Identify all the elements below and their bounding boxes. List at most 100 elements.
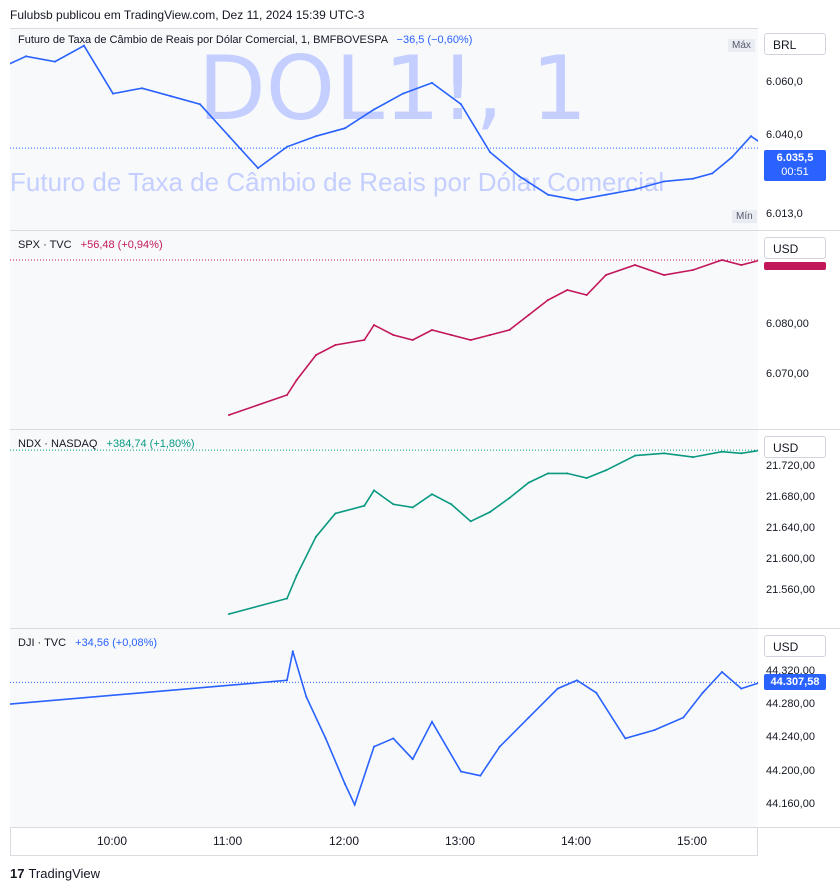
data-point — [547, 299, 549, 301]
data-point — [411, 339, 414, 341]
axis-dji[interactable]: 44.320,00 44.280,00 44.240,00 44.200,00 44.1… — [758, 629, 840, 827]
axis-spx[interactable]: 6.080,00 6.070,00 — [758, 231, 840, 429]
pane-background — [10, 29, 758, 230]
data-point — [228, 135, 230, 138]
ndx-chart-svg — [10, 449, 758, 615]
pane-separator[interactable] — [10, 429, 840, 430]
legend-change: +34,56 (+0,08%) — [75, 637, 158, 649]
data-point — [527, 716, 530, 719]
data-point — [353, 803, 356, 806]
data-point — [295, 379, 298, 381]
data-point — [518, 175, 520, 178]
data-point — [508, 329, 511, 331]
data-point — [315, 535, 317, 538]
data-point — [624, 737, 627, 740]
data-point — [711, 172, 714, 175]
data-point — [682, 716, 685, 719]
data-point — [547, 193, 549, 196]
time-tick-label: 13:00 — [445, 834, 476, 848]
data-point — [701, 691, 704, 694]
legend-change: +56,48 (+0,94%) — [80, 239, 163, 251]
bar-countdown: 00:51 — [781, 166, 809, 178]
data-point — [411, 758, 414, 761]
data-point — [411, 506, 414, 509]
data-point — [479, 774, 482, 777]
legend-change: −36,5 (−0,60%) — [396, 34, 473, 46]
price-tick-label: 21.600,00 — [766, 552, 815, 565]
legend-change: +384,74 (+1,80%) — [106, 438, 195, 450]
data-point — [692, 177, 694, 180]
data-point — [228, 613, 230, 615]
data-point — [663, 452, 665, 455]
data-point — [498, 745, 501, 748]
data-point — [25, 55, 27, 58]
legend-dol: Futuro de Taxa de Câmbio de Reais por Dó… — [18, 34, 472, 46]
data-point — [595, 691, 598, 694]
data-point — [585, 477, 588, 479]
price-tick-label: 44.200,00 — [766, 764, 815, 777]
data-point — [228, 414, 230, 416]
time-tick-label: 15:00 — [677, 834, 708, 848]
brand-name: TradingView — [28, 866, 101, 881]
data-point — [634, 264, 636, 266]
data-point — [344, 127, 346, 130]
current-price-tag-spx — [764, 262, 826, 270]
max-label: Máx — [728, 39, 755, 52]
time-tick-label: 11:00 — [213, 834, 243, 848]
data-point — [305, 695, 308, 698]
data-point — [392, 334, 395, 336]
data-point — [663, 274, 665, 276]
axis-ndx[interactable]: 21.720,00 21.680,00 21.640,00 21.600,00 21.5… — [758, 430, 840, 628]
data-point — [576, 679, 578, 682]
time-tick-label: 12:00 — [329, 834, 360, 848]
price-tick-label: 6.060,0 — [766, 75, 803, 88]
pane-separator[interactable] — [10, 230, 840, 231]
data-point — [527, 481, 530, 484]
data-point — [692, 456, 694, 459]
pane-background — [10, 430, 758, 628]
data-point — [373, 324, 375, 326]
data-point — [141, 87, 143, 90]
data-point — [363, 339, 366, 341]
dji-chart-svg — [10, 650, 758, 807]
series-line — [10, 651, 758, 807]
data-point — [286, 145, 288, 148]
pane-ndx[interactable]: NDX · NASDAQ +384,74 (+1,80%) — [10, 430, 758, 628]
data-point — [392, 503, 395, 506]
axis-dol[interactable]: 6.060,06.040,06.025,0 — [758, 29, 840, 230]
data-point — [605, 469, 607, 472]
pane-dji[interactable]: DJI · TVC +34,56 (+0,08%) — [10, 629, 758, 827]
currency-selector-brl[interactable]: BRL — [764, 33, 826, 55]
data-point — [315, 135, 317, 138]
data-point — [373, 108, 375, 111]
time-tick-label: 10:00 — [97, 834, 128, 848]
legend-dji: DJI · TVC +34,56 (+0,08%) — [18, 637, 157, 649]
data-point — [431, 720, 433, 723]
data-point — [469, 520, 472, 523]
data-point — [566, 472, 569, 475]
price-tick-label: 21.560,00 — [766, 583, 815, 596]
data-point — [363, 504, 366, 507]
data-point — [653, 729, 656, 732]
price-tick-label: 44.160,00 — [766, 797, 815, 810]
pane-spx[interactable]: SPX · TVC +56,48 (+0,94%) — [10, 231, 758, 429]
data-point — [334, 512, 337, 515]
watermark-description: Futuro de Taxa de Câmbio de Reais por Dó… — [10, 167, 665, 197]
currency-selector-usd-spx[interactable]: USD — [764, 237, 826, 259]
pane-separator[interactable] — [10, 628, 840, 629]
data-point — [373, 489, 375, 492]
data-point — [334, 344, 337, 346]
price-tick-label: 44.320,00 — [766, 665, 815, 678]
data-point — [556, 687, 559, 690]
currency-selector-usd-ndx[interactable]: USD — [764, 436, 826, 458]
time-axis-separator — [10, 827, 840, 828]
legend-spx: SPX · TVC +56,48 (+0,94%) — [18, 239, 163, 251]
data-point — [469, 339, 472, 341]
data-point — [750, 135, 752, 138]
data-point — [170, 95, 172, 98]
pane-dol[interactable]: DOL1!, 1 Futuro de Taxa de Câmbio de Rea… — [10, 29, 758, 230]
data-point — [489, 511, 491, 513]
data-point — [663, 180, 665, 183]
data-point — [740, 687, 743, 690]
currency-selector-usd-dji[interactable]: USD — [764, 635, 826, 657]
